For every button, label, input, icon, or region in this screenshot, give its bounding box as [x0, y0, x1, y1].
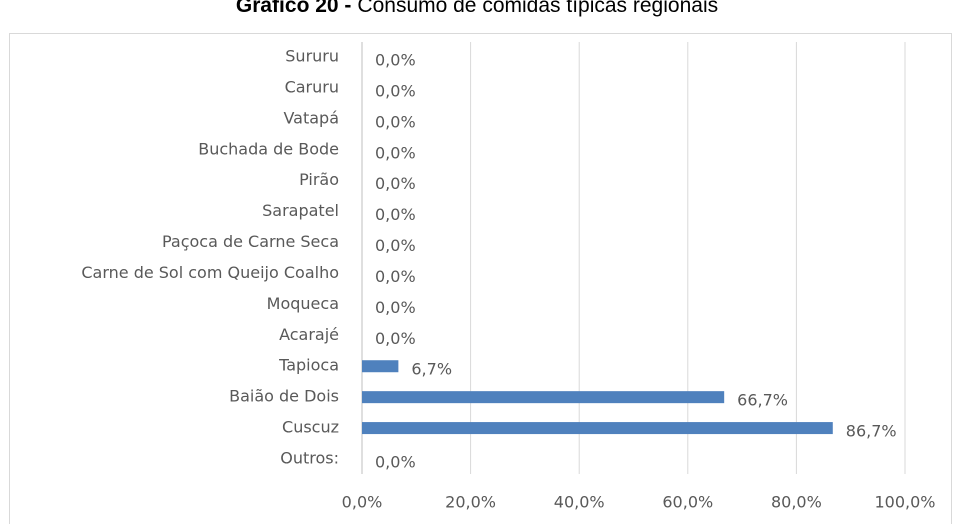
y-tick-label: Paçoca de Carne Seca — [162, 232, 339, 251]
data-label: 0,0% — [375, 298, 416, 317]
y-tick-label: Cuscuz — [282, 418, 339, 437]
y-tick-label: Pirão — [299, 170, 339, 189]
title-text: Consumo de comidas típicas regionais — [357, 0, 718, 17]
y-tick-label: Sururu — [285, 47, 339, 66]
y-tick-label: Buchada de Bode — [198, 139, 339, 158]
data-label: 86,7% — [846, 422, 897, 441]
y-tick-label: Carne de Sol com Queijo Coalho — [81, 263, 339, 282]
x-tick-label: 80,0% — [771, 493, 822, 512]
data-label: 0,0% — [375, 205, 416, 224]
y-tick-label: Caruru — [285, 77, 339, 96]
bar — [362, 391, 725, 404]
y-tick-label: Outros: — [280, 449, 339, 468]
x-tick-label: 60,0% — [662, 493, 713, 512]
y-tick-label: Tapioca — [278, 356, 339, 375]
x-tick-label: 100,0% — [874, 493, 935, 512]
data-label: 6,7% — [411, 360, 452, 379]
x-tick-label: 0,0% — [342, 493, 383, 512]
bar — [362, 422, 833, 435]
y-tick-label: Vatapá — [283, 108, 339, 127]
data-label: 0,0% — [375, 51, 416, 70]
data-label: 0,0% — [375, 329, 416, 348]
y-tick-label: Moqueca — [267, 294, 339, 313]
data-label: 0,0% — [375, 81, 416, 100]
data-label: 0,0% — [375, 236, 416, 255]
data-label: 0,0% — [375, 267, 416, 286]
data-label: 0,0% — [375, 453, 416, 472]
chart-title: Gráfico 20 - Consumo de comidas típicas r… — [236, 0, 718, 17]
data-label: 0,0% — [375, 143, 416, 162]
x-tick-label: 20,0% — [445, 493, 496, 512]
title-prefix: Gráfico 20 - — [236, 0, 352, 17]
data-label: 0,0% — [375, 112, 416, 131]
chart-border — [9, 33, 952, 528]
data-label: 66,7% — [737, 391, 788, 410]
y-tick-label: Baião de Dois — [229, 387, 339, 406]
bar — [362, 360, 399, 373]
y-tick-label: Sarapatel — [262, 201, 339, 220]
data-label: 0,0% — [375, 174, 416, 193]
x-tick-label: 40,0% — [554, 493, 605, 512]
y-tick-label: Acarajé — [279, 325, 339, 344]
